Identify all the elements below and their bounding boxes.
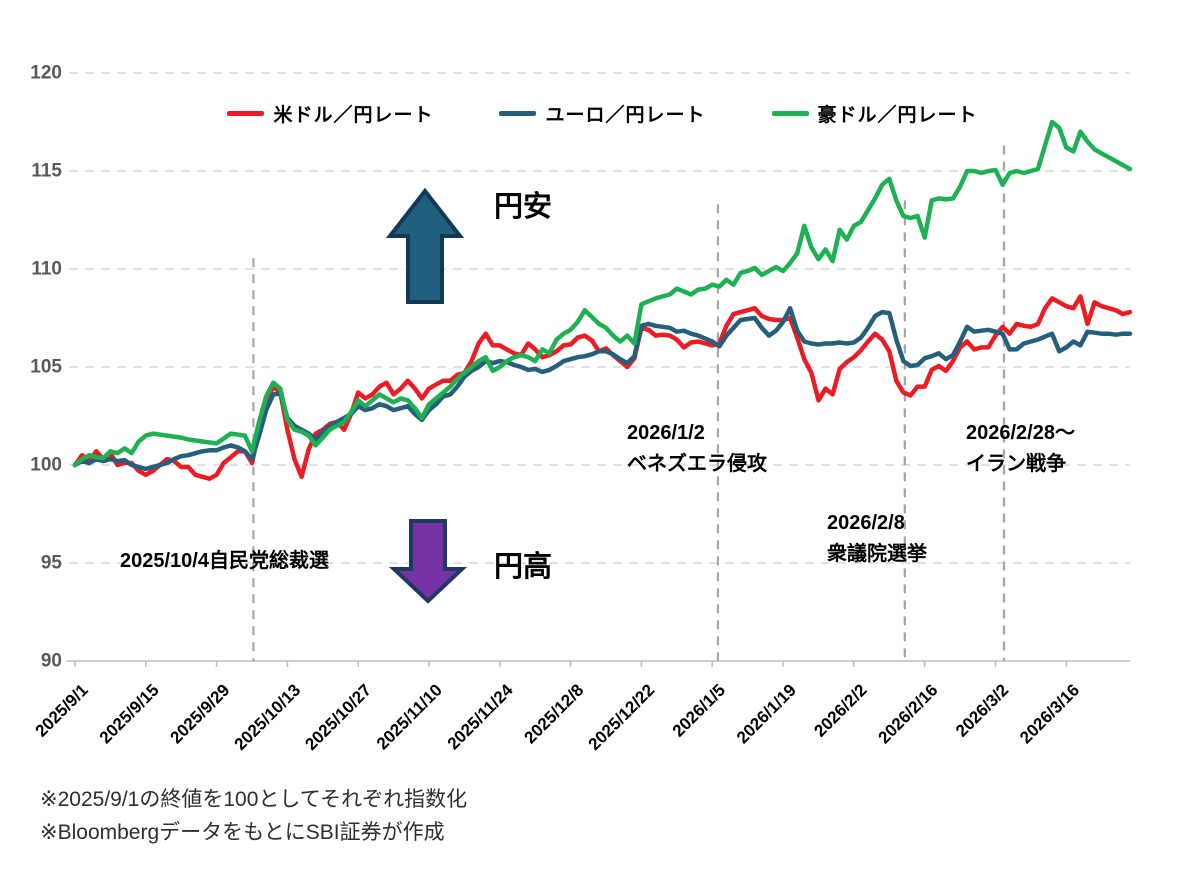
event-label-venezuela-date: 2026/1/2: [627, 422, 705, 444]
x-tick-label: 2025/9/29: [167, 680, 234, 747]
x-tick-label: 2025/10/27: [301, 680, 375, 754]
footnote-index-base: ※2025/9/1の終値を100としてそれぞれ指数化: [40, 788, 468, 811]
x-tick-label: 2026/2/16: [875, 680, 942, 747]
legend-item-eur-jpy: ユーロ／円レート: [499, 100, 705, 127]
eur-jpy-line-swatch: [499, 111, 537, 116]
x-tick-label: 2025/12/22: [585, 680, 659, 754]
x-tick-label: 2026/2/2: [810, 680, 870, 740]
x-tick-label: 2025/10/13: [231, 680, 305, 754]
legend-label-eur-jpy: ユーロ／円レート: [545, 105, 706, 126]
y-tick-label: 100: [30, 455, 62, 476]
x-tick-label: 2025/12/8: [521, 680, 588, 747]
legend-label-usd-jpy: 米ドル／円レート: [273, 105, 434, 126]
x-tick-label: 2026/3/2: [952, 680, 1012, 740]
y-tick-label: 90: [41, 651, 62, 672]
y-tick-label: 95: [41, 553, 63, 574]
event-label-iran-war-text: イラン戦争: [966, 453, 1066, 475]
aud-jpy-line-swatch: [771, 111, 809, 116]
event-label-venezuela: 2026/1/2 ベネズエラ侵攻: [627, 418, 767, 480]
y-tick-label: 105: [30, 357, 62, 378]
x-tick-label: 2026/1/5: [669, 680, 729, 740]
event-label-ldp-election: 2025/10/4自民党総裁選: [120, 550, 329, 572]
legend-item-usd-jpy: 米ドル／円レート: [227, 100, 433, 127]
x-tick-label: 2025/11/10: [373, 680, 446, 753]
aud-jpy-line: [72, 119, 1133, 468]
footnote-source: ※BloombergデータをもとにSBI証券が作成: [40, 821, 445, 844]
eur-jpy-line: [72, 305, 1133, 472]
y-tick-label: 110: [31, 259, 62, 280]
x-tick-label: 2025/9/15: [96, 680, 163, 747]
event-label-iran-war-date: 2026/2/28〜: [966, 422, 1075, 444]
yen-weak-label: 円安: [494, 191, 553, 223]
yen-strong-down-arrow-icon: [388, 519, 468, 604]
event-label-iran-war: 2026/2/28〜 イラン戦争: [966, 418, 1075, 480]
y-tick-label: 120: [30, 63, 62, 84]
y-tick-label: 115: [31, 161, 62, 182]
usd-jpy-line-swatch: [227, 111, 265, 116]
x-tick-label: 2025/11/24: [444, 680, 517, 753]
event-label-lower-house-date: 2026/2/8: [827, 512, 905, 534]
event-label-lower-house-election: 2026/2/8 衆議院選挙: [827, 508, 927, 570]
x-tick-label: 2026/1/19: [733, 680, 800, 747]
legend-label-aud-jpy: 豪ドル／円レート: [817, 105, 978, 126]
legend-item-aud-jpy: 豪ドル／円レート: [771, 100, 978, 127]
legend: 米ドル／円レート ユーロ／円レート 豪ドル／円レート: [75, 100, 1130, 127]
x-tick-label: 2026/3/16: [1016, 680, 1083, 747]
yen-weak-up-arrow-icon: [385, 187, 465, 304]
event-label-lower-house-text: 衆議院選挙: [827, 543, 927, 565]
event-label-venezuela-text: ベネズエラ侵攻: [627, 453, 767, 475]
x-tick-label: 2025/9/1: [32, 680, 92, 740]
yen-strong-label: 円高: [494, 551, 553, 583]
